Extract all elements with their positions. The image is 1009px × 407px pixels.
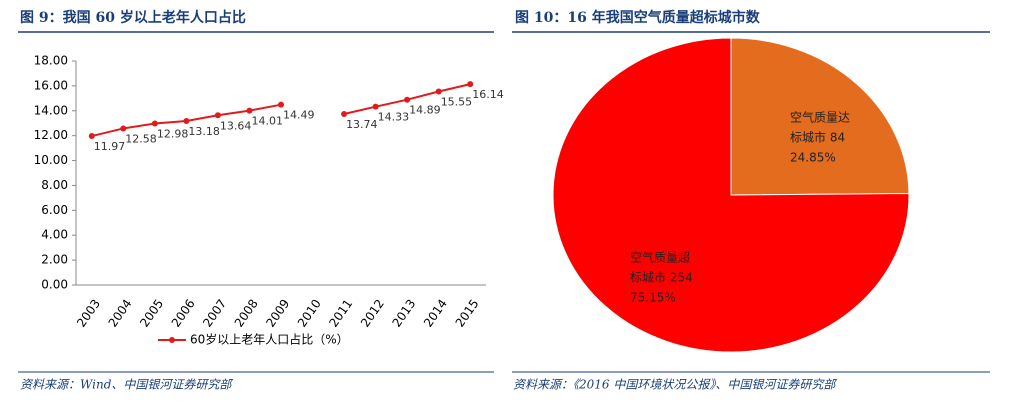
- slice-label: 标城市 84: [790, 130, 845, 145]
- y-tick-label: 6.00: [41, 203, 68, 217]
- chart-title: 图 9：我国 60 岁以上老年人口占比: [20, 9, 246, 26]
- x-tick-label: 2012: [358, 297, 387, 330]
- x-tick-label: 2011: [326, 297, 355, 330]
- point: [88, 133, 95, 140]
- x-tick-label: 2013: [389, 297, 418, 330]
- slice-label: 空气质量达: [790, 110, 850, 125]
- slice-value: 24.85%: [790, 151, 836, 165]
- y-tick-label: 18.00: [34, 54, 68, 68]
- x-tick-label: 2004: [106, 297, 135, 330]
- y-tick-label: 12.00: [34, 128, 68, 142]
- point: [467, 81, 474, 88]
- y-tick-label: 8.00: [41, 178, 68, 192]
- data-label: 13.18: [188, 125, 220, 138]
- source: 资料来源：《2016 中国环境状况公报》、中国银河证券研究部: [513, 378, 837, 392]
- data-label: 12.98: [157, 127, 189, 140]
- point: [372, 103, 379, 110]
- point: [183, 117, 190, 124]
- data-label: 13.64: [220, 119, 252, 132]
- y-tick-label: 0.00: [41, 278, 68, 292]
- point: [341, 111, 348, 118]
- legend-label: 60岁以上老年人口占比（%）: [190, 332, 349, 347]
- data-label: 14.89: [409, 104, 441, 117]
- y-tick-label: 14.00: [34, 103, 68, 117]
- x-tick-label: 2015: [453, 297, 482, 330]
- y-tick-label: 2.00: [41, 253, 68, 267]
- legend-marker: [169, 337, 175, 343]
- data-label: 15.55: [441, 95, 473, 108]
- pie-slice: [730, 37, 910, 196]
- data-label: 13.74: [346, 118, 378, 131]
- data-label: 12.58: [125, 132, 157, 145]
- point: [404, 96, 411, 103]
- point: [278, 101, 284, 108]
- chart-title: 图 10：16 年我国空气质量超标城市数: [515, 9, 761, 26]
- slice-label: 空气质量超: [630, 250, 690, 265]
- pie-slice: [552, 37, 910, 353]
- x-tick-label: 2006: [169, 297, 198, 330]
- data-label: 14.01: [251, 115, 283, 128]
- point: [435, 88, 442, 95]
- source: 资料来源：Wind、中国银河证券研究部: [20, 378, 233, 392]
- data-label: 14.49: [283, 109, 315, 122]
- x-tick-label: 2007: [200, 297, 229, 330]
- slice-value: 75.15%: [630, 291, 676, 305]
- x-tick-label: 2014: [421, 297, 450, 330]
- point: [120, 125, 127, 132]
- x-tick-label: 2010: [295, 297, 324, 330]
- data-label: 16.14: [472, 88, 504, 101]
- slice-label: 标城市 254: [630, 270, 693, 285]
- x-tick-label: 2003: [74, 297, 103, 330]
- x-tick-label: 2009: [263, 297, 292, 330]
- x-tick-label: 2005: [137, 297, 166, 330]
- point: [246, 107, 253, 114]
- y-tick-label: 16.00: [34, 78, 68, 92]
- data-label: 11.97: [94, 140, 126, 153]
- y-tick-label: 10.00: [34, 153, 68, 167]
- point: [214, 112, 221, 119]
- x-tick-label: 2008: [232, 297, 261, 330]
- data-label: 14.33: [378, 111, 410, 124]
- y-tick-label: 4.00: [41, 228, 68, 242]
- point: [151, 120, 158, 127]
